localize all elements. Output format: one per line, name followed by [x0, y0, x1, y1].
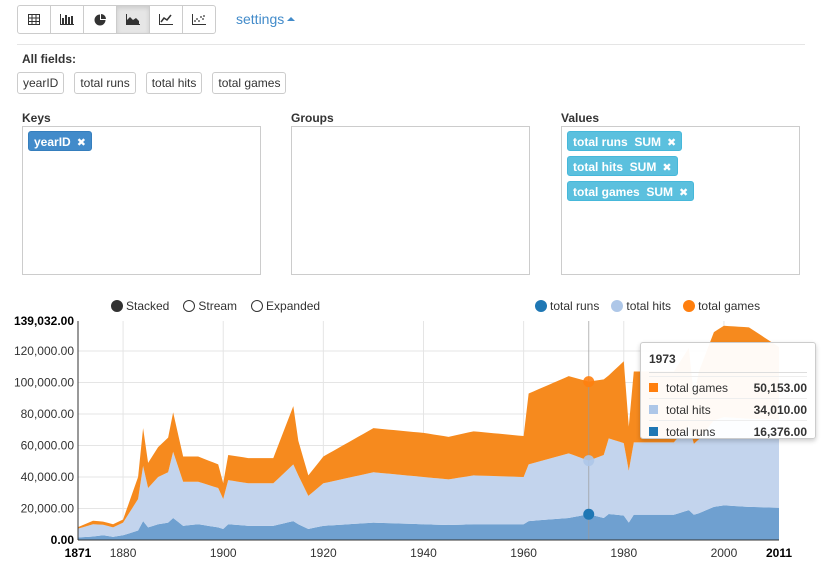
pie-chart-button[interactable]: [83, 5, 117, 34]
tooltip-value: 50,153.00: [753, 380, 807, 395]
hover-point-total-runs: [583, 508, 595, 520]
radio-checked-icon: [111, 300, 123, 312]
legend-label: total hits: [626, 299, 672, 313]
key-tag-label: yearID: [34, 135, 71, 149]
tooltip-title: 1973: [649, 352, 807, 373]
y-tick-label: 0.00: [51, 533, 75, 547]
y-tick-label: 40,000.00: [21, 470, 75, 484]
tooltip-swatch: [649, 383, 658, 392]
x-tick-label: 1880: [110, 546, 137, 560]
remove-icon[interactable]: ✖: [679, 187, 689, 199]
all-fields-label: All fields:: [22, 52, 77, 66]
legend-item-total-hits[interactable]: total hits: [611, 299, 671, 313]
hover-point-total-games: [583, 376, 595, 388]
keys-label: Keys: [22, 111, 51, 125]
area-chart-button[interactable]: [116, 5, 150, 34]
tooltip-label: total games: [666, 380, 729, 395]
all-fields-list: yearID total runs total hits total games: [17, 72, 287, 94]
y-tick-label: 60,000.00: [21, 438, 75, 452]
tooltip-value: 34,010.00: [753, 402, 807, 417]
groups-label: Groups: [291, 111, 334, 125]
tooltip-swatch: [649, 405, 658, 414]
legend-item-total-runs[interactable]: total runs: [535, 299, 599, 313]
stack-mode-controls: Stacked Stream Expanded: [111, 299, 320, 313]
groups-dropzone[interactable]: [291, 126, 530, 275]
area-chart: 139,032.00 0.00 20,000.00 40,000.00 60,000.0…: [14, 314, 792, 560]
values-label: Values: [561, 111, 600, 125]
values-dropzone[interactable]: total runs SUM ✖ total hits SUM ✖ total ga…: [561, 126, 800, 275]
value-tag-label: total hits SUM: [573, 160, 657, 174]
mode-stream[interactable]: Stream: [183, 299, 237, 313]
x-tick-label: 2000: [711, 546, 738, 560]
remove-icon[interactable]: ✖: [662, 162, 672, 174]
mode-label: Stream: [198, 299, 238, 313]
area-total-hits: [78, 417, 779, 538]
y-tick-label: 100,000.00: [14, 375, 74, 389]
legend-label: total games: [698, 299, 761, 313]
chart-legend: total runs total hits total games: [535, 299, 760, 313]
remove-icon[interactable]: ✖: [667, 137, 677, 149]
mode-label: Expanded: [266, 299, 321, 313]
pie-chart-icon: [94, 13, 106, 25]
tooltip-row: total runs 16,376.00: [649, 420, 807, 442]
field-chip-total-runs[interactable]: total runs: [74, 72, 136, 94]
x-tick-label: 1920: [310, 546, 337, 560]
x-tick-label-min: 1871: [65, 546, 92, 560]
keys-dropzone[interactable]: yearID ✖: [22, 126, 261, 275]
tooltip-row: total games 50,153.00: [649, 376, 807, 398]
mode-stacked[interactable]: Stacked: [111, 299, 169, 313]
radio-unchecked-icon: [251, 300, 264, 312]
radio-unchecked-icon: [183, 300, 196, 312]
field-chip-total-games[interactable]: total games: [212, 72, 287, 94]
settings-toggle[interactable]: settings: [236, 11, 296, 27]
chart-tooltip: 1973 total games 50,153.00 total hits 34,0…: [640, 342, 816, 439]
y-tick-label: 120,000.00: [14, 344, 74, 358]
table-view-button[interactable]: [17, 5, 51, 34]
tooltip-label: total hits: [666, 402, 711, 417]
table-icon: [28, 14, 40, 25]
scatter-chart-button[interactable]: [182, 5, 216, 34]
x-tick-label: 1900: [210, 546, 237, 560]
legend-label: total runs: [550, 299, 600, 313]
value-tag-total-runs[interactable]: total runs SUM ✖: [567, 131, 683, 151]
line-chart-button[interactable]: [149, 5, 183, 34]
value-tag-total-hits[interactable]: total hits SUM ✖: [567, 156, 678, 176]
bar-chart-icon: [60, 14, 74, 25]
legend-dot: [611, 300, 624, 312]
area-total-games: [78, 325, 779, 529]
value-tag-label: total games SUM: [573, 185, 674, 199]
tooltip-label: total runs: [666, 424, 716, 439]
value-tag-total-games[interactable]: total games SUM ✖: [567, 181, 695, 201]
legend-dot: [535, 300, 547, 312]
line-chart-icon: [159, 14, 173, 25]
area-total-runs: [78, 505, 779, 540]
tooltip-swatch: [649, 427, 658, 436]
area-chart-icon: [126, 14, 140, 25]
remove-icon[interactable]: ✖: [76, 137, 86, 149]
y-tick-label-max: 139,032.00: [14, 314, 74, 328]
y-tick-label: 20,000.00: [21, 501, 75, 515]
tooltip-value: 16,376.00: [753, 424, 807, 439]
x-tick-label: 1940: [410, 546, 437, 560]
scatter-chart-icon: [192, 14, 206, 25]
x-tick-label-max: 2011: [766, 546, 792, 560]
legend-dot: [683, 300, 696, 312]
settings-label: settings: [236, 11, 285, 27]
caret-up-icon: [287, 17, 296, 21]
x-tick-label: 1980: [610, 546, 637, 560]
bar-chart-button[interactable]: [50, 5, 84, 34]
y-tick-label: 80,000.00: [21, 407, 75, 421]
chart-type-toolbar: [17, 5, 216, 34]
field-chip-total-hits[interactable]: total hits: [145, 72, 203, 94]
value-tag-label: total runs SUM: [573, 135, 662, 149]
x-tick-label: 1960: [510, 546, 537, 560]
legend-item-total-games[interactable]: total games: [683, 299, 760, 313]
hover-point-total-hits: [583, 455, 595, 467]
key-tag-yearid[interactable]: yearID ✖: [28, 131, 92, 151]
tooltip-row: total hits 34,010.00: [649, 398, 807, 420]
field-chip-yearid[interactable]: yearID: [17, 72, 65, 94]
mode-label: Stacked: [126, 299, 170, 313]
divider: [17, 44, 805, 45]
mode-expanded[interactable]: Expanded: [251, 299, 320, 313]
